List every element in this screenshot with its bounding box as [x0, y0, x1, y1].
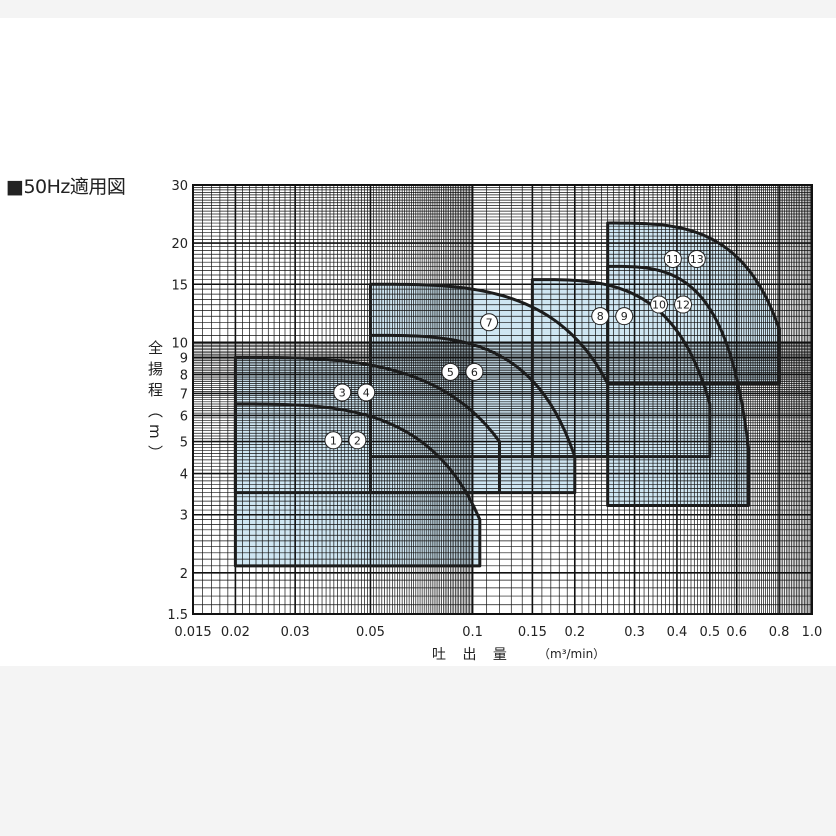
region-label-8: 8: [597, 310, 604, 323]
region-label-1: 1: [330, 434, 337, 447]
x-tick-label: 0.3: [624, 625, 645, 640]
x-tick-label: 0.03: [281, 625, 310, 640]
x-tick-label: 0.15: [518, 625, 547, 640]
region-label-circle: [357, 383, 376, 402]
y-tick-label: 8: [180, 368, 188, 383]
x-tick-label: 0.1: [462, 625, 483, 640]
y-tick-label: 3: [180, 509, 188, 524]
y-tick-label: 20: [171, 237, 188, 252]
x-tick-label: 1.0: [802, 625, 823, 640]
plot-frame: [192, 184, 813, 615]
y-tick-label: 6: [180, 409, 188, 424]
region-label-circle: [650, 295, 669, 314]
region-label-13: 13: [690, 253, 704, 266]
region-label-3: 3: [339, 386, 346, 399]
region-outline-1: [233, 402, 482, 568]
y-tick-label: 30: [171, 179, 188, 194]
x-tick-label: 0.2: [564, 625, 585, 640]
y-tick-label: 5: [180, 436, 188, 451]
region-label-10: 10: [652, 299, 666, 312]
region-label-circle: [465, 362, 484, 381]
region-label-4: 4: [363, 386, 370, 399]
region-label-circle: [663, 249, 682, 268]
y-axis-label: 全揚程（m）: [146, 340, 164, 466]
y-tick-label: 10: [171, 336, 188, 351]
y-tick-label: 9: [180, 351, 188, 366]
y-tick-label: 15: [171, 278, 188, 293]
x-axis-unit: （m³/min）: [538, 647, 606, 661]
region-label-11: 11: [666, 253, 680, 266]
region-outline-7: [606, 221, 781, 386]
region-outline-4: [368, 282, 610, 459]
region-outline-6: [606, 264, 751, 507]
x-tick-label: 0.8: [769, 625, 790, 640]
x-axis-label: 吐 出 量: [432, 647, 513, 663]
region-label-6: 6: [471, 366, 478, 379]
region-label-circle: [480, 313, 499, 332]
region-label-circle: [687, 249, 706, 268]
region-label-circle: [591, 307, 610, 326]
region-outline-5: [530, 278, 712, 459]
region-label-circle: [348, 431, 367, 450]
y-tick-label: 7: [180, 387, 188, 402]
region-label-5: 5: [447, 366, 454, 379]
x-tick-label: 0.015: [174, 625, 211, 640]
y-tick-label: 4: [180, 468, 188, 483]
y-tick-label: 1.5: [167, 608, 188, 623]
region-label-circle: [441, 362, 460, 381]
region-label-circle: [674, 295, 693, 314]
region-outline-3: [368, 333, 577, 495]
region-label-9: 9: [621, 310, 628, 323]
region-label-2: 2: [354, 434, 361, 447]
x-tick-label: 0.4: [667, 625, 688, 640]
chart-title: ■50Hz適用図: [6, 176, 126, 198]
region-label-12: 12: [676, 299, 690, 312]
region-label-circle: [333, 383, 352, 402]
x-tick-label: 0.05: [356, 625, 385, 640]
y-tick-label: 2: [180, 567, 188, 582]
region-label-7: 7: [486, 316, 493, 329]
region-label-circle: [324, 431, 343, 450]
x-tick-label: 0.02: [221, 625, 250, 640]
x-tick-label: 0.6: [726, 625, 747, 640]
region-label-circle: [615, 307, 634, 326]
x-tick-label: 0.5: [699, 625, 720, 640]
